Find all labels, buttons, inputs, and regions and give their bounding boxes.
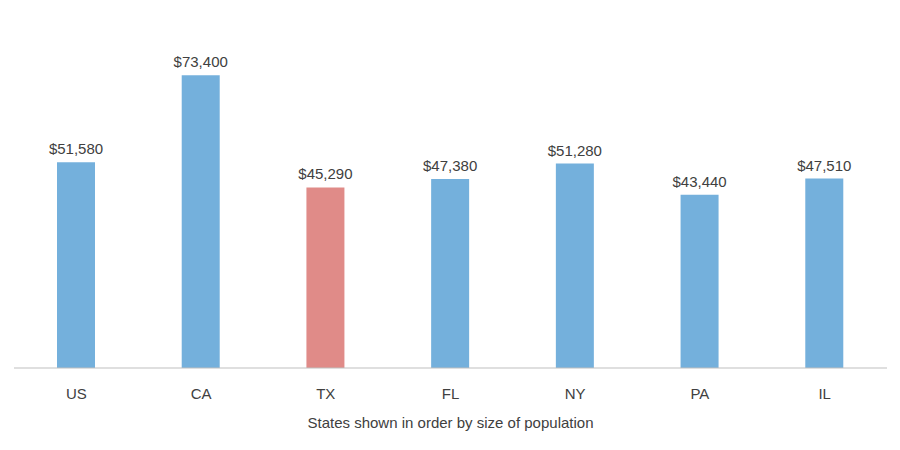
svg-text:CA: CA [191,385,212,402]
svg-text:FL: FL [442,385,460,402]
svg-text:$73,400: $73,400 [174,53,228,70]
svg-text:$51,280: $51,280 [548,142,602,159]
svg-text:$45,290: $45,290 [298,165,352,182]
svg-text:$43,440: $43,440 [672,173,726,190]
svg-text:$47,510: $47,510 [797,157,851,174]
svg-text:$47,380: $47,380 [423,157,477,174]
svg-text:US: US [66,385,87,402]
svg-text:PA: PA [690,385,709,402]
svg-text:$51,580: $51,580 [49,140,103,157]
svg-text:States shown in order by size: States shown in order by size of populat… [307,414,593,431]
svg-text:NY: NY [565,385,586,402]
svg-text:TX: TX [316,385,335,402]
svg-text:IL: IL [818,385,831,402]
